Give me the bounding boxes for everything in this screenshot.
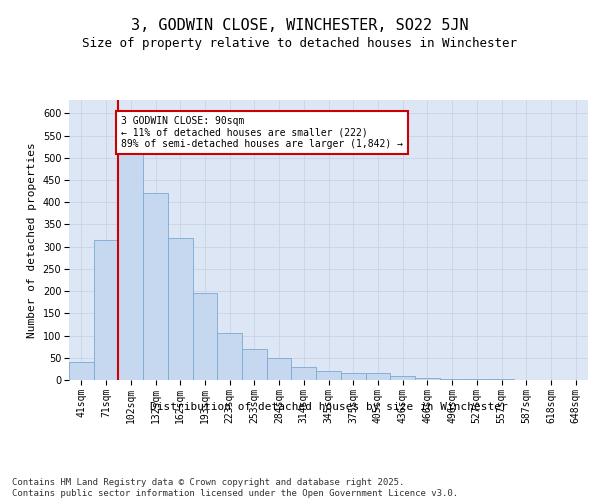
Bar xyxy=(118,144,143,380)
Bar xyxy=(217,334,242,380)
Bar xyxy=(390,376,415,380)
Y-axis label: Number of detached properties: Number of detached properties xyxy=(27,142,37,338)
Bar xyxy=(440,378,464,380)
Text: 3 GODWIN CLOSE: 90sqm
← 11% of detached houses are smaller (222)
89% of semi-det: 3 GODWIN CLOSE: 90sqm ← 11% of detached … xyxy=(121,116,403,149)
Bar xyxy=(143,194,168,380)
Bar xyxy=(489,379,514,380)
Bar xyxy=(316,371,341,380)
Bar xyxy=(242,349,267,380)
Bar xyxy=(168,238,193,380)
Bar xyxy=(464,379,489,380)
Text: Distribution of detached houses by size in Winchester: Distribution of detached houses by size … xyxy=(150,402,508,412)
Bar xyxy=(69,362,94,380)
Bar xyxy=(193,294,217,380)
Bar xyxy=(341,374,365,380)
Text: 3, GODWIN CLOSE, WINCHESTER, SO22 5JN: 3, GODWIN CLOSE, WINCHESTER, SO22 5JN xyxy=(131,18,469,32)
Bar xyxy=(94,240,118,380)
Bar xyxy=(267,358,292,380)
Bar xyxy=(292,366,316,380)
Text: Size of property relative to detached houses in Winchester: Size of property relative to detached ho… xyxy=(83,38,517,51)
Bar xyxy=(415,378,440,380)
Text: Contains HM Land Registry data © Crown copyright and database right 2025.
Contai: Contains HM Land Registry data © Crown c… xyxy=(12,478,458,498)
Bar xyxy=(365,374,390,380)
